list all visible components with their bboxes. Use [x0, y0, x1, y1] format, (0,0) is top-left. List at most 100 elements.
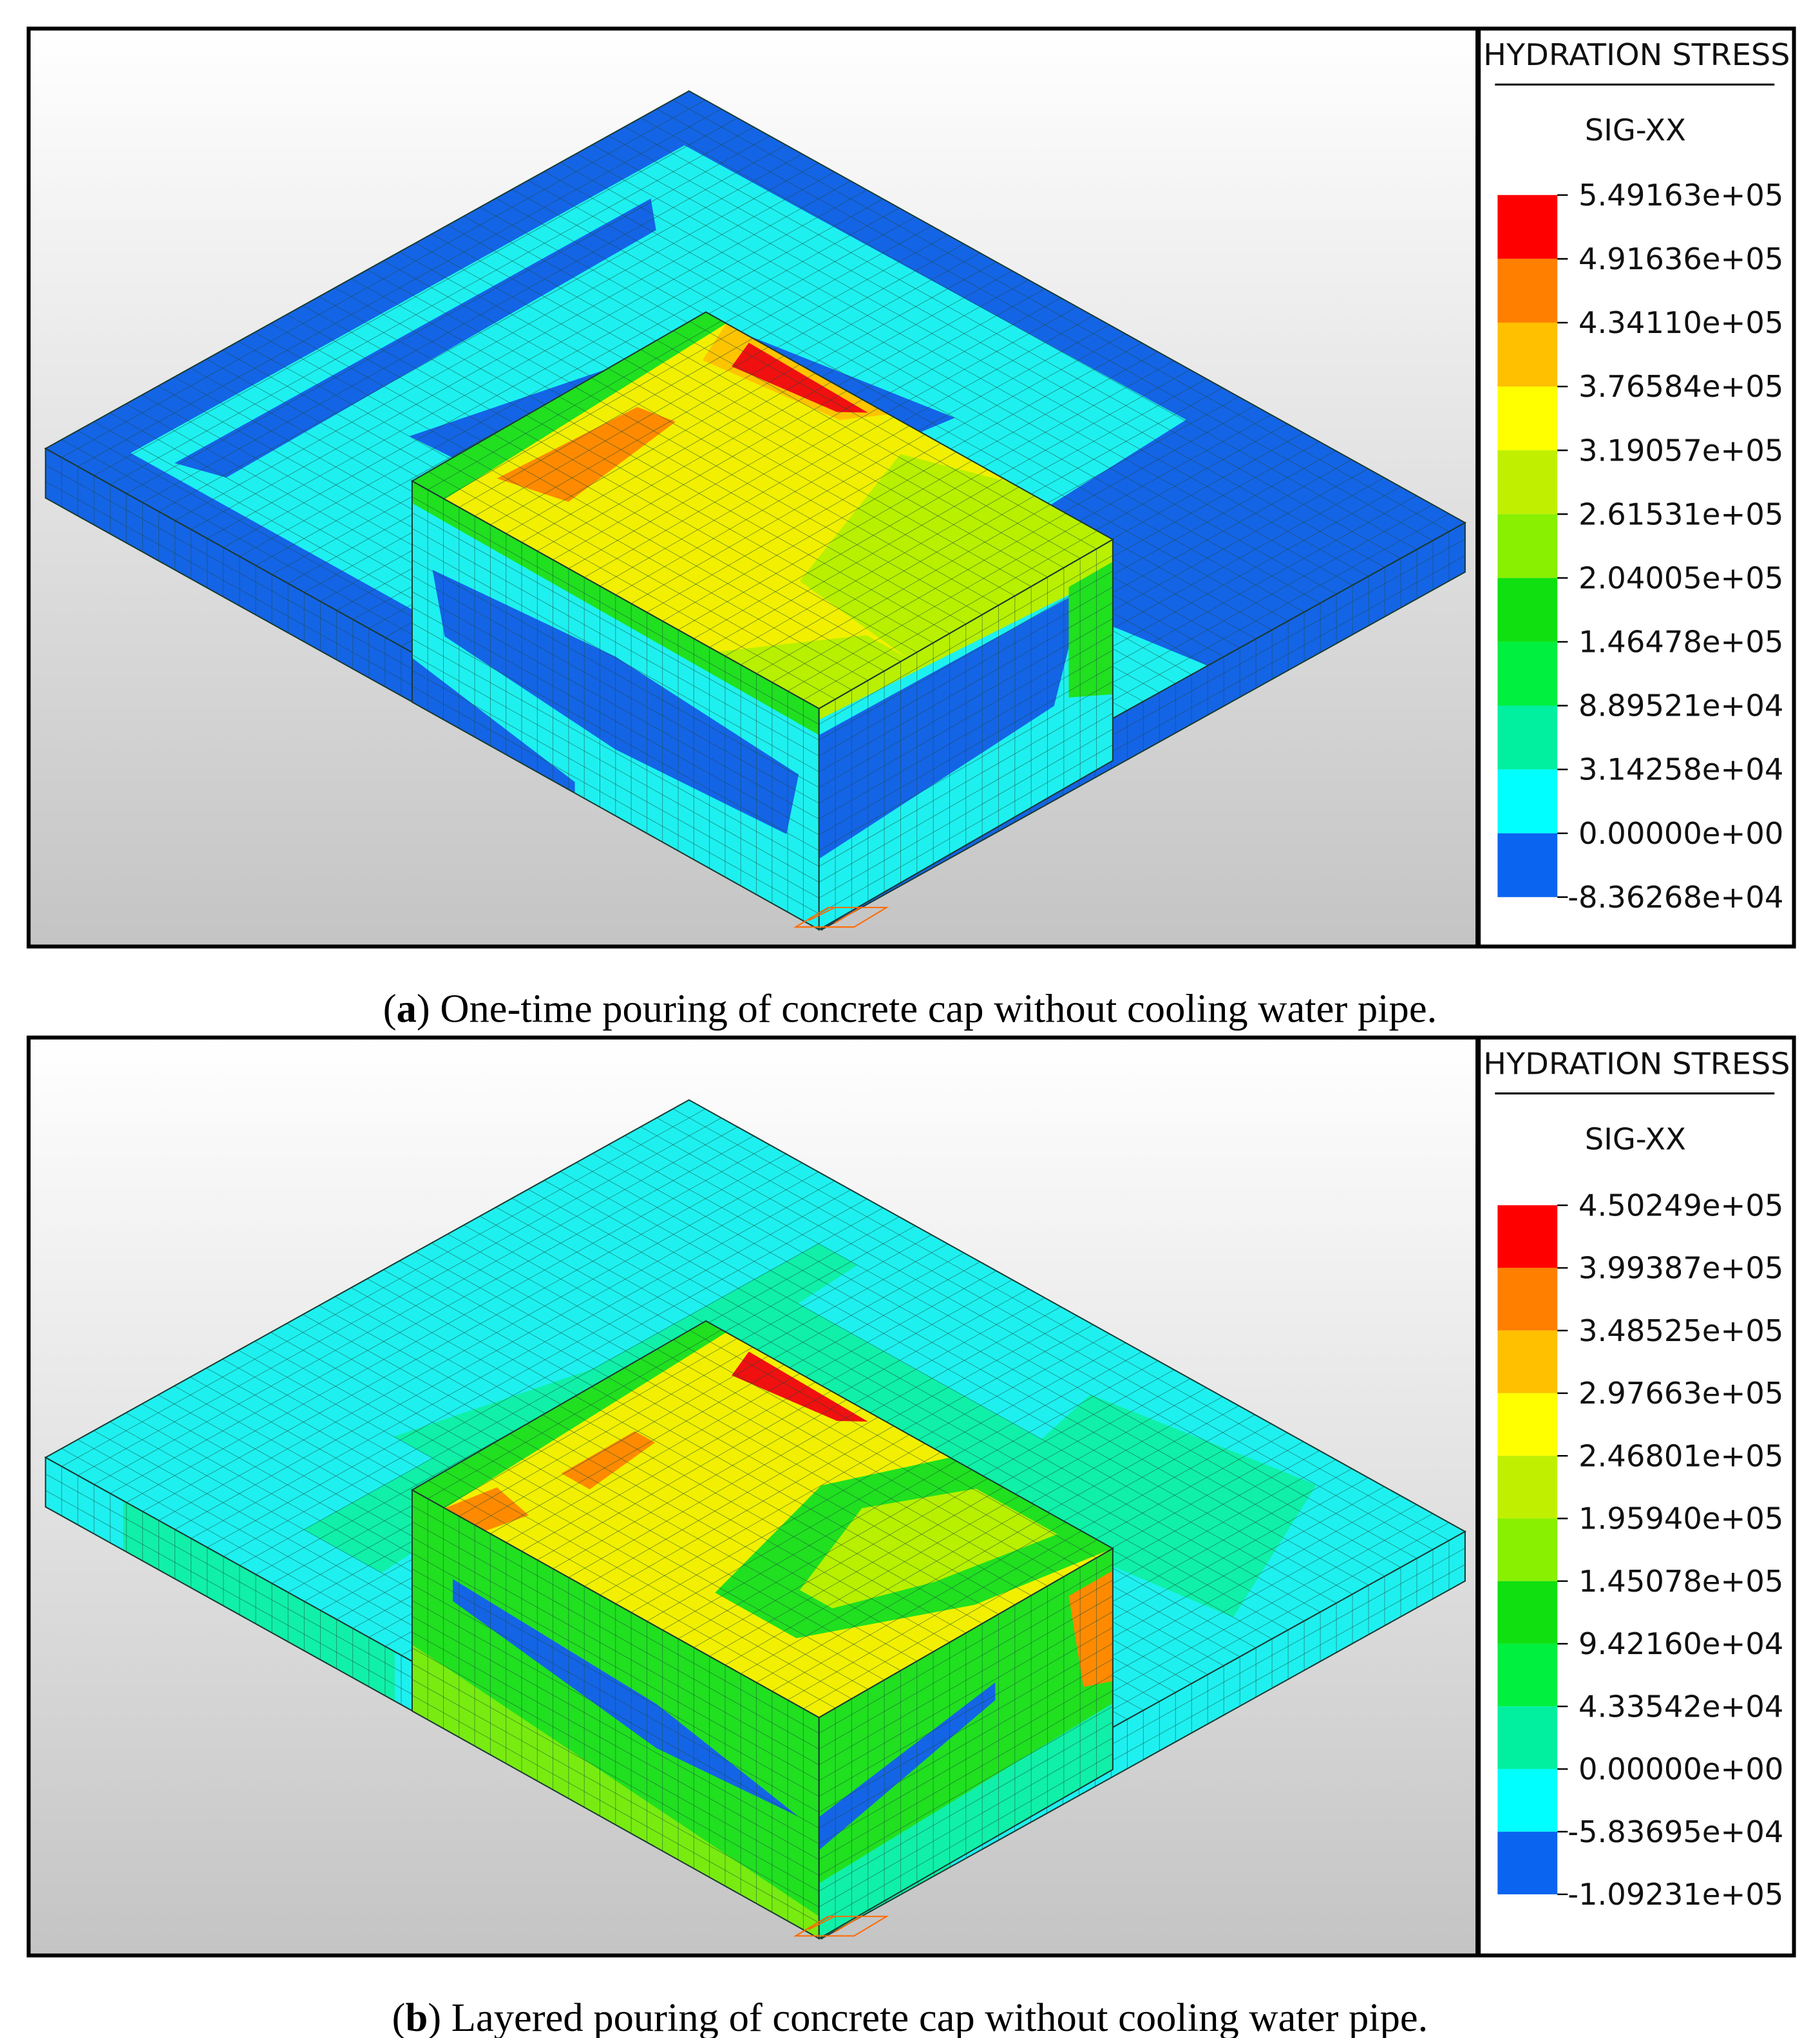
- legend-swatch: [1497, 642, 1558, 706]
- legend-swatch: [1497, 450, 1558, 515]
- legend-swatch: [1497, 1268, 1558, 1331]
- legend-swatch: [1497, 1205, 1558, 1268]
- mesh-line: [223, 1198, 867, 1557]
- mesh-line: [740, 1504, 1035, 1674]
- mesh-line: [142, 144, 786, 503]
- mesh-line: [412, 1647, 819, 1876]
- mesh-line: [412, 1537, 819, 1766]
- mesh-line: [662, 452, 957, 622]
- mesh-line: [662, 1460, 957, 1630]
- legend-label: 2.97663e+05: [1578, 1376, 1783, 1411]
- mesh-line: [600, 417, 894, 587]
- mesh-line: [583, 408, 878, 578]
- mesh-line: [819, 1674, 1114, 1844]
- legend-swatch: [1497, 514, 1558, 578]
- mesh-line: [61, 1109, 706, 1467]
- mesh-line: [412, 1632, 819, 1860]
- mesh-line: [427, 320, 722, 490]
- mesh-line: [787, 522, 1082, 692]
- legend-swatch: [1497, 705, 1558, 770]
- caption: (a) One-time pouring of concrete cap wit…: [383, 986, 1437, 1031]
- legend-label: 1.95940e+05: [1578, 1501, 1783, 1536]
- legend-swatch: [1497, 1393, 1558, 1456]
- mesh-line: [175, 162, 819, 521]
- mesh-line: [427, 1329, 722, 1500]
- mesh-line: [412, 560, 819, 788]
- legend-label: 0.00000e+00: [1578, 816, 1783, 851]
- mesh-line: [412, 1505, 819, 1734]
- mesh-line: [412, 1663, 819, 1892]
- mesh-line: [709, 478, 1004, 648]
- mesh-line: [412, 638, 819, 867]
- mesh-line: [819, 571, 1114, 741]
- mesh: [412, 312, 1114, 709]
- mesh-line: [772, 513, 1066, 683]
- caption: (b) Layered pouring of concrete cap with…: [392, 1995, 1428, 2038]
- legend-label: -1.09231e+05: [1568, 1877, 1783, 1912]
- mesh-line: [772, 1521, 1066, 1692]
- mesh-line: [694, 1478, 988, 1648]
- mesh-line: [223, 189, 867, 548]
- legend-label: -8.36268e+04: [1568, 880, 1783, 915]
- stress-region: [175, 198, 656, 478]
- mesh-line: [553, 390, 848, 560]
- mesh-line: [490, 355, 784, 526]
- legend-swatch: [1497, 195, 1558, 259]
- legend-swatch: [1497, 322, 1558, 387]
- stress-region: [412, 1320, 726, 1509]
- face-edge: [818, 538, 1114, 931]
- legend-swatch: [1497, 1769, 1558, 1832]
- legend-swatch: [1497, 1706, 1558, 1769]
- mesh-line: [537, 1391, 831, 1561]
- mesh-line: [412, 591, 819, 820]
- mesh-line: [207, 1189, 851, 1548]
- caption-part: ) One-time pouring of concrete cap witho…: [417, 986, 1437, 1031]
- legend-label: 1.45078e+05: [1578, 1564, 1783, 1599]
- mesh-line: [93, 1127, 738, 1485]
- mesh-line: [756, 504, 1050, 674]
- legend-swatch: [1497, 1518, 1558, 1581]
- mesh-line: [412, 496, 819, 725]
- caption-part: b: [405, 1995, 428, 2038]
- mesh-line: [819, 634, 1114, 804]
- mesh: [412, 1320, 1114, 1718]
- mesh-line: [819, 744, 1114, 915]
- mesh-line: [568, 399, 863, 569]
- mesh-line: [412, 607, 819, 835]
- support-icon: [793, 906, 889, 928]
- mesh-line: [490, 1364, 784, 1534]
- mesh-line: [819, 697, 1114, 867]
- mesh-line: [819, 1611, 1114, 1781]
- legend-label: -5.83695e+04: [1568, 1814, 1783, 1849]
- caption-part: (: [383, 986, 397, 1031]
- mesh-line: [787, 1530, 1082, 1700]
- legend-title: HYDRATION STRESS: [1483, 37, 1790, 72]
- mesh-line: [412, 686, 819, 915]
- legend-swatch: [1497, 386, 1558, 451]
- mesh-line: [647, 443, 941, 613]
- mesh-line: [725, 1496, 1019, 1666]
- mesh-line: [819, 602, 1114, 772]
- mesh-line: [126, 1145, 770, 1503]
- legend-label: 9.42160e+04: [1578, 1626, 1783, 1661]
- mesh-line: [819, 1579, 1114, 1749]
- mesh-line: [158, 153, 802, 512]
- legend-swatch: [1497, 1831, 1558, 1894]
- mesh-line: [819, 1659, 1114, 1829]
- mesh-line: [678, 461, 972, 631]
- mesh-line: [412, 575, 819, 804]
- mesh-line: [756, 1513, 1050, 1683]
- panel-frame: [26, 1035, 1796, 1957]
- mesh-line: [412, 528, 819, 757]
- stress-region: [453, 1579, 799, 1817]
- mesh-line: [725, 486, 1019, 656]
- legend-label: 4.91636e+05: [1578, 242, 1783, 276]
- mesh-line: [819, 649, 1114, 820]
- stress-region: [1068, 561, 1113, 698]
- mesh-line: [819, 1722, 1114, 1892]
- mesh-line: [412, 1584, 819, 1813]
- mesh-line: [474, 1355, 769, 1525]
- legend-title: HYDRATION STRESS: [1483, 1046, 1790, 1081]
- mesh-line: [412, 1521, 819, 1749]
